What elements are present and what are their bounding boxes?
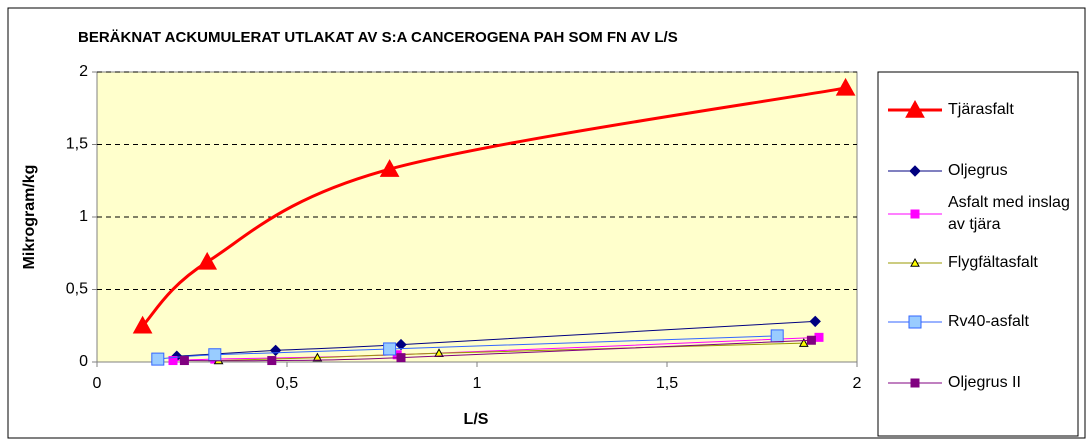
legend-marker [910,257,920,267]
series-line [184,339,812,362]
marker [835,77,856,96]
legend-box [877,71,1079,437]
marker [395,338,407,351]
marker [132,315,153,334]
marker [814,332,824,342]
marker [809,315,821,328]
x-tick-label: 1,5 [656,375,678,392]
x-tick-label: 0 [93,375,102,392]
x-tick-label: 1 [473,375,482,392]
legend-marker [910,378,920,388]
legend-label: Asfalt med inslag av tjära [948,194,1070,233]
marker [312,352,323,362]
marker [806,335,816,345]
marker [798,338,809,347]
legend-label: Tjärasfalt [948,101,1014,118]
legend-marker [908,315,922,329]
marker [179,356,189,366]
y-tick-label: 2 [79,63,88,80]
y-tick-label: 0,5 [66,281,88,298]
marker [383,342,397,356]
chart-title: BERÄKNAT ACKUMULERAT UTLAKAT AV S:A CANC… [78,29,678,46]
legend-label: Oljegrus II [948,374,1021,391]
marker [168,356,178,366]
marker [379,159,400,177]
marker [197,251,218,270]
legend-marker [905,99,925,118]
legend-label: Oljegrus [948,162,1008,179]
legend-marker [909,165,921,177]
series-line [218,342,804,362]
x-axis-label: L/S [464,411,489,428]
x-tick-label: 0,5 [276,375,298,392]
marker [396,353,406,363]
marker [267,356,277,366]
series-line [157,335,778,360]
y-tick-label: 0 [79,353,88,370]
marker [151,352,165,366]
marker [770,329,784,343]
series-line [141,86,846,327]
legend-marker [910,209,920,219]
x-tick-label: 2 [853,375,862,392]
legend-label: Rv40-asfalt [948,313,1029,330]
y-tick-label: 1 [79,208,88,225]
y-tick-label: 1,5 [66,136,88,153]
y-axis-label: Mikrogram/kg [21,165,38,270]
marker [208,348,222,362]
legend-label: Flygfältasfalt [948,254,1038,271]
